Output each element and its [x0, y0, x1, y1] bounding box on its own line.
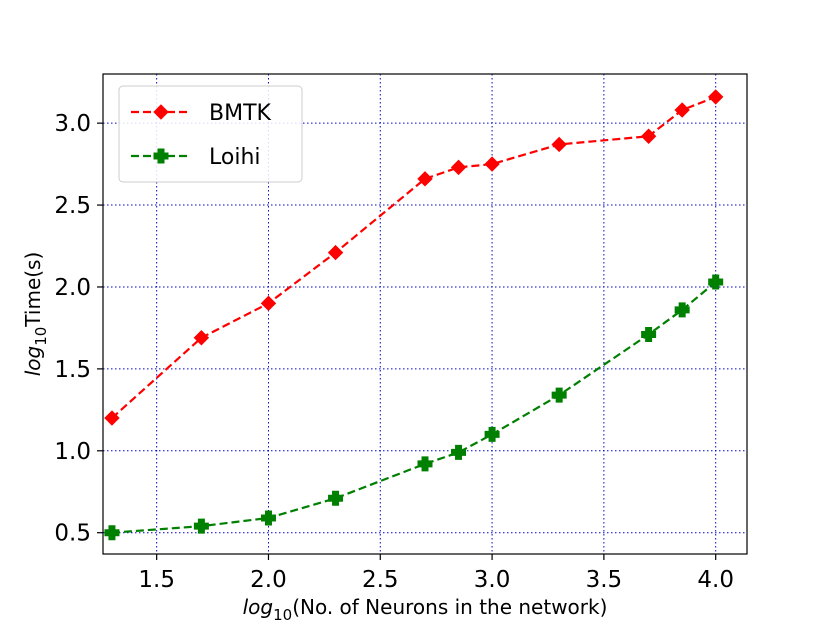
x-tick-label: 1.5: [138, 567, 175, 593]
x-tick-label: 2.0: [250, 567, 287, 593]
y-tick-label: 3.0: [54, 111, 91, 137]
data-point-loihi: [484, 426, 500, 442]
x-tick-label: 2.5: [362, 567, 399, 593]
data-point-loihi: [708, 274, 724, 290]
y-tick-label: 2.0: [54, 275, 91, 301]
series-bmtk: [104, 89, 724, 426]
x-tick-label: 3.0: [474, 567, 511, 593]
y-tick-label: 2.5: [54, 193, 91, 219]
series-layer: [104, 89, 724, 541]
plot-frame: [102, 73, 748, 555]
series-line-bmtk: [111, 95, 717, 419]
data-point-bmtk: [450, 159, 467, 176]
data-point-loihi: [193, 518, 209, 534]
data-point-loihi: [260, 510, 276, 526]
data-point-loihi: [451, 444, 467, 460]
data-point-loihi: [104, 525, 120, 541]
series-line-loihi: [111, 281, 717, 534]
legend: BMTK Loihi: [118, 85, 303, 183]
series-loihi: [104, 274, 724, 541]
legend-marker-shape: [153, 104, 169, 120]
data-point-bmtk: [104, 410, 120, 426]
legend-entry-loihi: Loihi: [131, 145, 261, 170]
y-axis-label-subscript: 10: [32, 327, 50, 346]
data-point-bmtk: [674, 102, 690, 118]
data-point-bmtk: [640, 128, 657, 144]
x-tick-label: 4.0: [697, 567, 734, 593]
ticks: 1.5 2.0 2.5 3.0 3.5 4.0 0.5 1.0 1.5 2.0 2.5 3.0: [54, 111, 734, 593]
y-tick-label: 1.0: [54, 439, 91, 465]
x-axis-label-text: (No. of Neurons in the network): [292, 595, 607, 619]
data-point-bmtk: [707, 89, 724, 105]
legend-marker-bmtk: [153, 104, 169, 120]
data-point-loihi: [551, 387, 567, 403]
data-point-bmtk: [484, 156, 500, 172]
legend-label-loihi: Loihi: [209, 145, 261, 170]
y-tick-label: 1.5: [54, 357, 91, 383]
data-point-loihi: [641, 326, 657, 342]
y-axis-label-prefix: log: [21, 346, 45, 377]
y-axis-label-text: Time(s): [21, 252, 45, 328]
x-axis-label-prefix: log: [243, 595, 274, 619]
data-point-bmtk: [417, 171, 433, 187]
data-point-loihi: [328, 490, 344, 506]
x-axis-label-subscript: 10: [273, 606, 292, 623]
data-point-bmtk: [327, 244, 344, 261]
legend-marker-loihi: [153, 148, 169, 164]
y-tick-label: 0.5: [54, 521, 91, 547]
legend-entry-bmtk: BMTK: [131, 101, 272, 126]
legend-marker-shape: [153, 148, 169, 164]
data-point-bmtk: [551, 136, 567, 153]
data-point-loihi: [674, 302, 690, 318]
data-point-bmtk: [260, 295, 277, 312]
y-axis-label: log10Time(s): [21, 252, 50, 377]
data-point-loihi: [417, 456, 433, 472]
data-point-bmtk: [193, 330, 210, 346]
x-tick-label: 3.5: [586, 567, 623, 593]
legend-label-bmtk: BMTK: [209, 101, 272, 126]
x-axis-label: log10(No. of Neurons in the network): [243, 595, 608, 623]
